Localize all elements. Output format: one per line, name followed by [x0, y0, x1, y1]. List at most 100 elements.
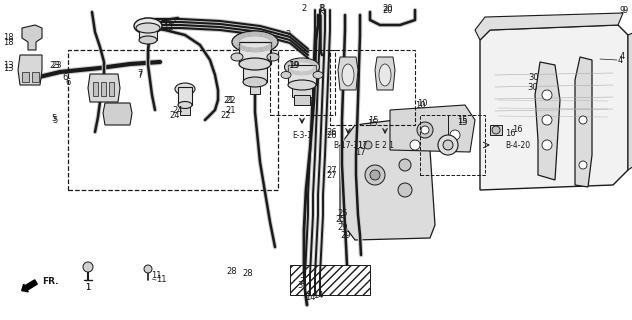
Polygon shape — [88, 74, 120, 102]
Text: B-17-31: B-17-31 — [333, 140, 363, 149]
Text: 27: 27 — [326, 171, 337, 180]
Polygon shape — [490, 125, 502, 135]
Bar — [180, 103, 190, 115]
Text: 18: 18 — [3, 37, 14, 46]
Ellipse shape — [243, 77, 267, 87]
Ellipse shape — [231, 53, 243, 61]
Ellipse shape — [139, 36, 157, 44]
Text: 24: 24 — [170, 110, 180, 119]
Text: 20: 20 — [383, 5, 393, 14]
Bar — [32, 72, 39, 82]
Bar — [294, 95, 310, 105]
Text: E-3-1: E-3-1 — [292, 131, 312, 140]
Polygon shape — [290, 265, 370, 295]
Text: 15: 15 — [457, 117, 467, 126]
Text: 9: 9 — [623, 5, 628, 14]
Text: 10: 10 — [416, 99, 427, 108]
Text: 2: 2 — [285, 29, 290, 38]
Ellipse shape — [342, 64, 354, 86]
Text: 21: 21 — [225, 106, 236, 115]
Text: 25: 25 — [337, 210, 348, 219]
Ellipse shape — [239, 58, 271, 70]
Text: 6: 6 — [65, 77, 71, 86]
Bar — [270, 50, 335, 115]
Text: 26: 26 — [326, 131, 337, 140]
Text: 9: 9 — [619, 5, 624, 14]
Text: 14: 14 — [305, 293, 315, 302]
Ellipse shape — [134, 18, 162, 34]
Circle shape — [398, 183, 412, 197]
Bar — [239, 42, 271, 64]
Text: 6: 6 — [63, 73, 68, 82]
Text: 7: 7 — [138, 70, 143, 79]
Text: 4: 4 — [617, 55, 623, 65]
Circle shape — [579, 116, 587, 124]
Circle shape — [438, 135, 458, 155]
Polygon shape — [103, 103, 132, 125]
Polygon shape — [575, 57, 592, 187]
Text: 3: 3 — [297, 281, 303, 290]
Polygon shape — [390, 105, 475, 152]
Text: 4: 4 — [619, 52, 624, 60]
Circle shape — [83, 262, 93, 272]
Text: 16: 16 — [512, 124, 523, 133]
Text: 17: 17 — [356, 140, 367, 149]
Text: 1: 1 — [85, 283, 90, 292]
Polygon shape — [375, 57, 395, 90]
Text: 22: 22 — [220, 110, 231, 119]
Text: 13: 13 — [3, 60, 14, 69]
Text: 25: 25 — [335, 215, 346, 225]
Text: 15: 15 — [368, 116, 378, 124]
Circle shape — [450, 130, 460, 140]
Ellipse shape — [288, 80, 316, 90]
Text: FR.: FR. — [42, 276, 59, 285]
Circle shape — [542, 115, 552, 125]
Circle shape — [410, 140, 420, 150]
Circle shape — [144, 265, 152, 273]
Text: 5: 5 — [52, 116, 58, 124]
Text: 16: 16 — [505, 129, 515, 138]
Bar — [101, 82, 106, 96]
Circle shape — [443, 140, 453, 150]
Bar — [178, 87, 192, 105]
Bar — [243, 62, 267, 82]
Circle shape — [542, 140, 552, 150]
Text: 27: 27 — [326, 165, 337, 174]
Bar — [288, 65, 316, 85]
Text: 12: 12 — [163, 22, 174, 31]
Text: 22: 22 — [225, 95, 236, 105]
Text: 10: 10 — [415, 100, 425, 109]
Bar — [292, 83, 312, 97]
Text: 21: 21 — [223, 95, 233, 105]
Polygon shape — [18, 55, 42, 85]
Circle shape — [421, 126, 429, 134]
Text: 11: 11 — [151, 271, 161, 281]
Text: 28: 28 — [243, 268, 253, 277]
Text: 5: 5 — [52, 114, 57, 123]
Polygon shape — [475, 13, 623, 40]
Text: 26: 26 — [326, 127, 337, 137]
Polygon shape — [22, 25, 42, 50]
Text: 23: 23 — [50, 60, 60, 69]
Circle shape — [370, 170, 380, 180]
Text: 17: 17 — [355, 148, 365, 156]
Bar — [420, 115, 485, 175]
Text: 30: 30 — [529, 73, 539, 82]
Ellipse shape — [175, 83, 195, 95]
Polygon shape — [480, 25, 628, 190]
Text: 28: 28 — [227, 267, 237, 276]
Ellipse shape — [281, 71, 291, 78]
Bar — [93, 82, 98, 96]
Bar — [250, 80, 260, 94]
Text: B-4-20: B-4-20 — [505, 140, 530, 149]
Text: 8: 8 — [319, 4, 324, 12]
Text: 23: 23 — [52, 60, 63, 69]
Text: 7: 7 — [138, 68, 143, 77]
FancyArrow shape — [21, 280, 37, 292]
Circle shape — [579, 161, 587, 169]
Text: 3: 3 — [300, 277, 305, 286]
Circle shape — [417, 122, 433, 138]
Ellipse shape — [284, 58, 320, 76]
Text: 18: 18 — [3, 33, 14, 42]
Bar — [109, 82, 114, 96]
